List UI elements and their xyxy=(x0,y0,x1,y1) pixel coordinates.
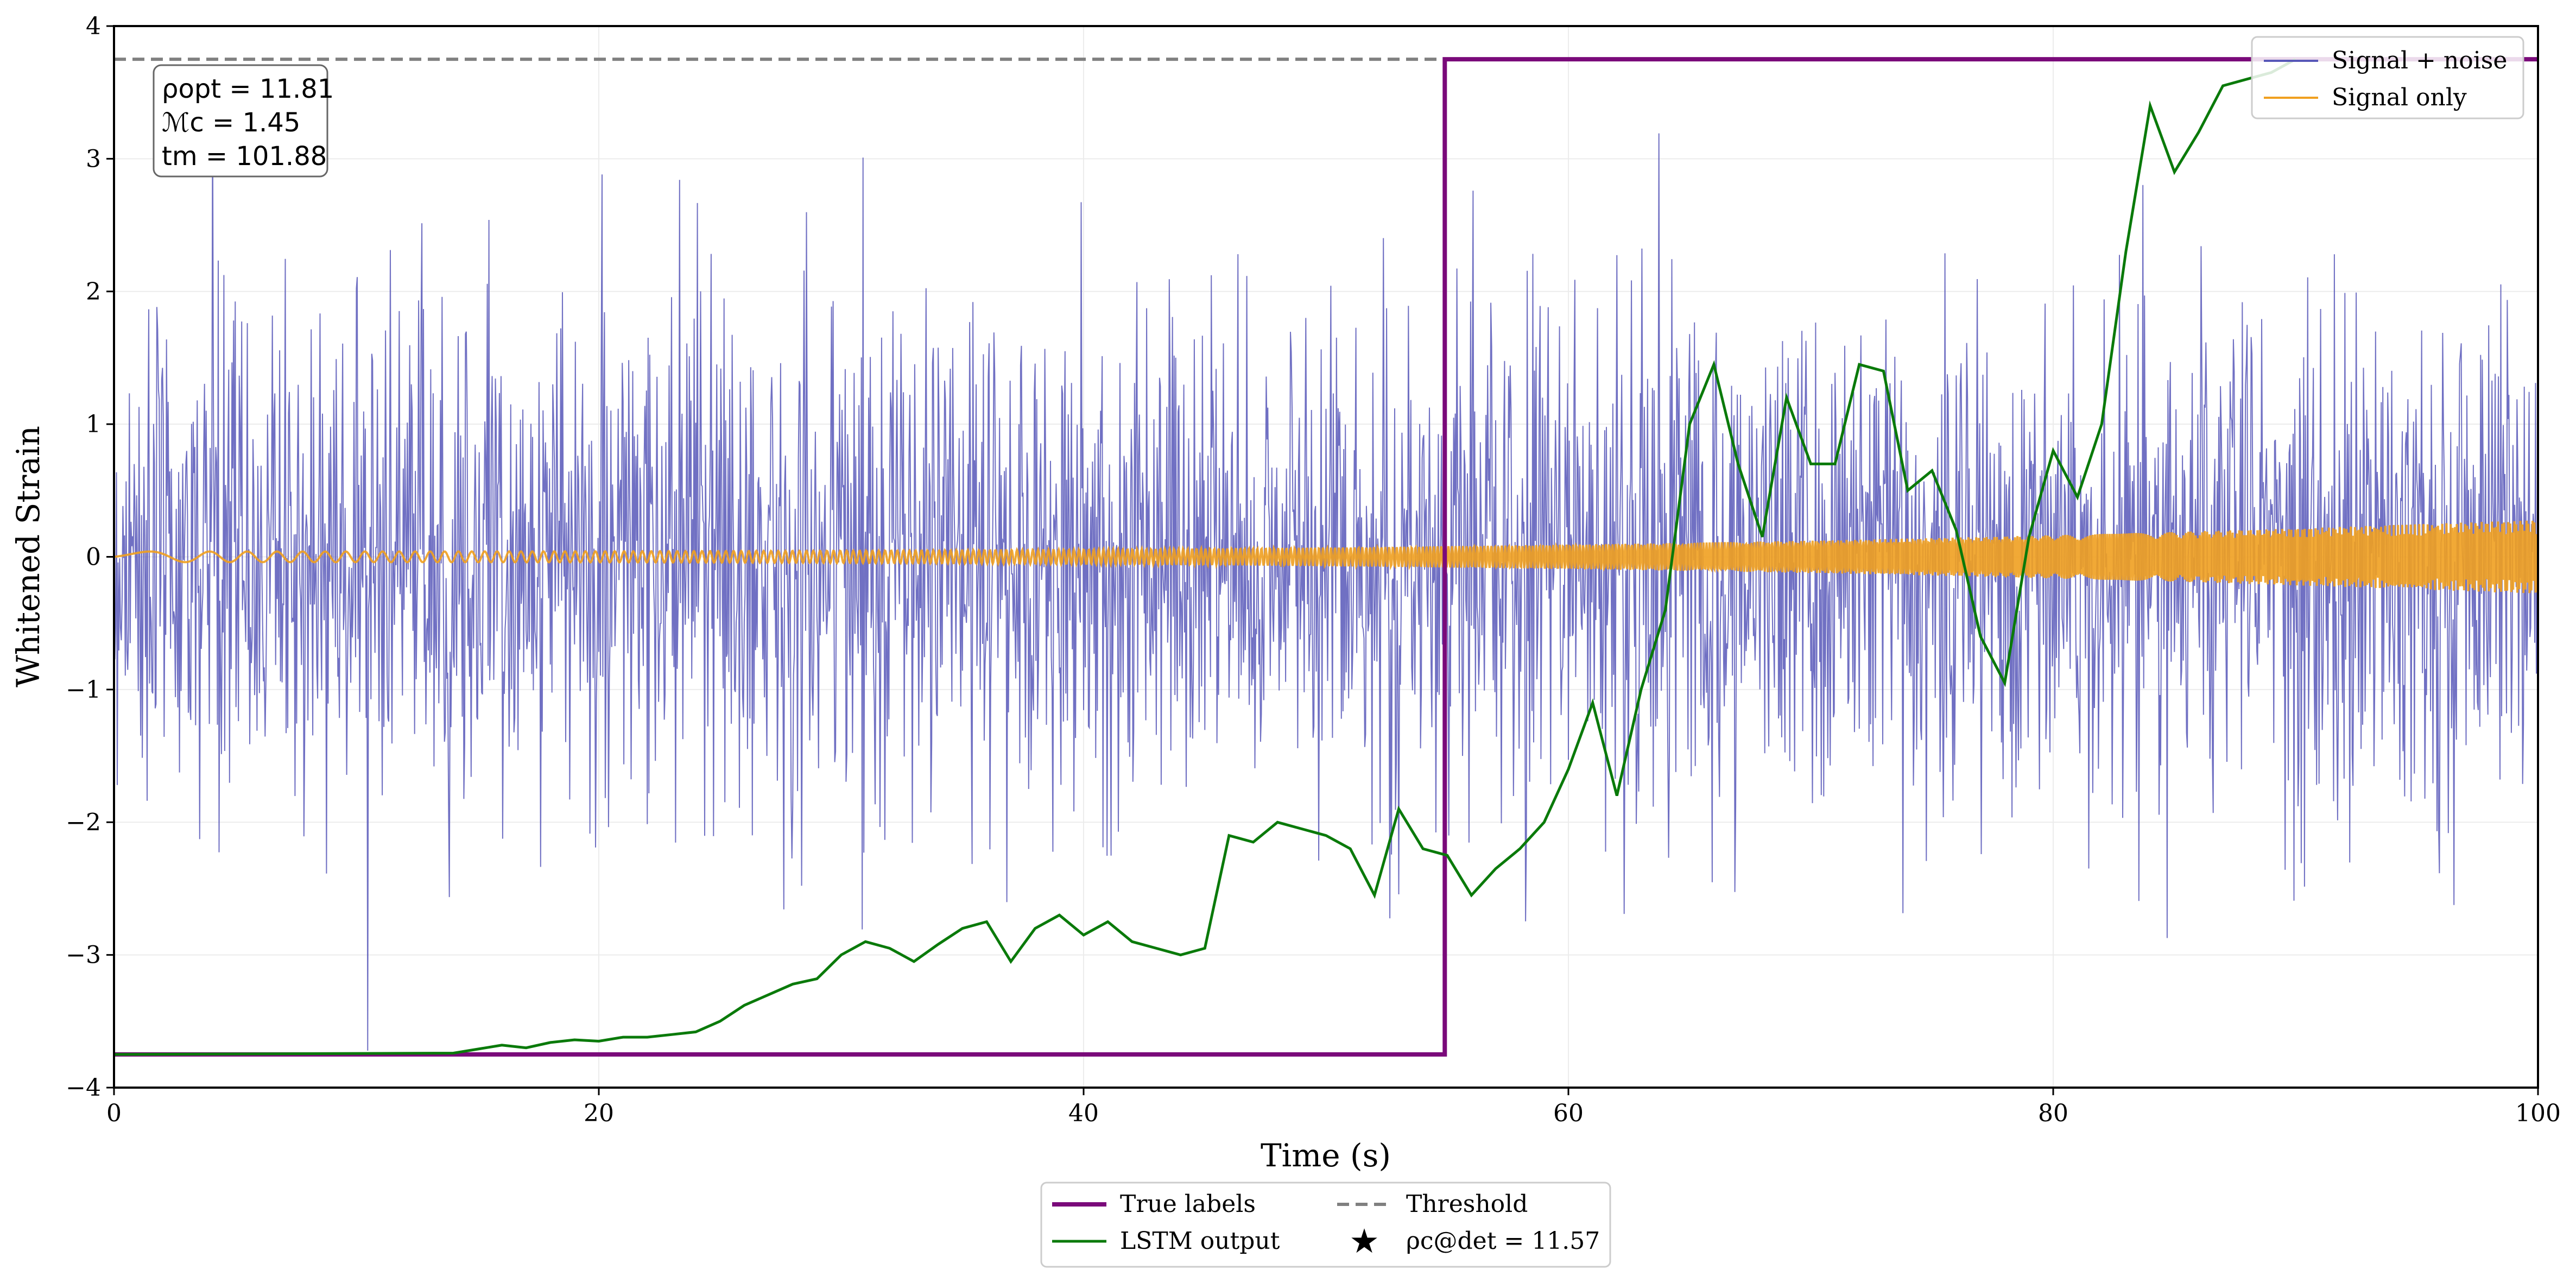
x-tick-label: 80 xyxy=(2038,1100,2068,1127)
stats-merger-time: tm = 101.88 xyxy=(162,141,327,172)
y-tick-label: −2 xyxy=(66,809,101,836)
signal-only-series xyxy=(113,520,2539,593)
star-icon: ★ xyxy=(1349,1221,1379,1261)
stats-box-frame xyxy=(153,64,328,178)
x-tick-label: 40 xyxy=(1068,1100,1099,1127)
legend-label-detection: ρc@det = 11.57 xyxy=(1406,1227,1600,1255)
bottom-legend: True labels LSTM output Threshold ★ ρc@d… xyxy=(1040,1182,1611,1268)
x-axis-label: Time (s) xyxy=(1261,1137,1391,1174)
x-tick-label: 60 xyxy=(1553,1100,1584,1127)
signal-plus-noise-series xyxy=(113,110,2539,1051)
legend-label-lstm-output: LSTM output xyxy=(1120,1227,1280,1255)
inset-legend: Signal + noise Signal only xyxy=(2251,36,2524,119)
lstm-output-line xyxy=(113,58,2296,1056)
axis-ticks: 0 20 40 60 80 100 −4 −3 −2 −1 0 1 2 3 4 xyxy=(66,12,2561,1127)
stats-box: ρopt = 11.81 ℳc = 1.45 tm = 101.88 xyxy=(153,64,334,178)
y-tick-label: 0 xyxy=(86,544,101,571)
y-tick-label: 4 xyxy=(86,12,101,40)
true-labels-line xyxy=(114,57,2538,1057)
stats-mismatch: ℳc = 1.45 xyxy=(162,108,300,138)
x-tick-label: 100 xyxy=(2515,1100,2561,1127)
legend-label-true-labels: True labels xyxy=(1120,1190,1256,1218)
y-tick-label: −4 xyxy=(66,1074,101,1102)
legend-label-signal-noise: Signal + noise xyxy=(2332,47,2507,74)
y-axis-label: Whitened Strain xyxy=(10,426,47,687)
inset-legend-frame xyxy=(2251,36,2524,119)
legend-label-signal-only: Signal only xyxy=(2332,84,2467,111)
legend-label-threshold: Threshold xyxy=(1406,1190,1528,1218)
signal-only-line xyxy=(113,520,2539,593)
y-tick-label: 3 xyxy=(86,145,101,173)
signal-plus-noise-line xyxy=(113,110,2539,1051)
y-tick-label: −3 xyxy=(66,942,101,969)
x-tick-label: 0 xyxy=(106,1100,122,1127)
y-tick-label: 1 xyxy=(86,411,101,438)
y-tick-label: −1 xyxy=(66,676,101,704)
x-tick-label: 20 xyxy=(584,1100,614,1127)
bottom-legend-frame xyxy=(1040,1182,1611,1268)
stats-rho-opt: ρopt = 11.81 xyxy=(162,74,334,104)
y-tick-label: 2 xyxy=(86,278,101,306)
